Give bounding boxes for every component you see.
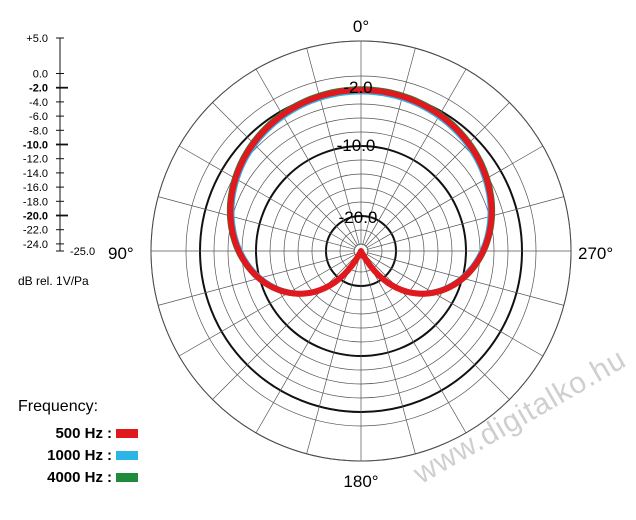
scale-tick-label: -14.0 <box>23 168 48 180</box>
legend-swatch-red <box>116 428 138 438</box>
scale-tick-label: -16.0 <box>23 182 48 194</box>
grid-spoke <box>366 196 564 250</box>
grid-spoke <box>212 254 358 400</box>
scale-tick-label: -20.0 <box>23 211 48 223</box>
legend-title: Frequency: <box>18 398 99 415</box>
grid-spoke <box>255 68 359 246</box>
legend-label: 4000 Hz <box>47 468 103 486</box>
db-scale: +5.0 0.0 -2.0 -4.0 -6.0 -8.0 -10.0 -12.0 -14.0 -1… <box>23 33 95 258</box>
grid-spoke <box>178 145 356 249</box>
scale-tick-label: -8.0 <box>29 125 48 137</box>
unit-label: dB rel. 1V/Pa <box>18 274 89 288</box>
legend-item-4000hz: 4000 Hz: <box>18 466 138 488</box>
scale-tick-label: -18.0 <box>23 196 48 208</box>
ring-label: -20.0 <box>339 208 378 227</box>
legend-item-1000hz: 1000 Hz: <box>18 444 138 466</box>
grid-spoke <box>362 48 416 246</box>
angle-label-270: 270° <box>578 244 613 263</box>
grid-spoke <box>363 256 467 434</box>
grid-spoke <box>363 68 467 246</box>
scale-tick-label: -10.0 <box>23 140 48 152</box>
angle-label-90: 90° <box>108 244 134 263</box>
scale-tick-label: +5.0 <box>26 33 48 45</box>
scale-tick-label: -2.0 <box>29 83 48 95</box>
ring-label: -10.0 <box>337 136 376 155</box>
scale-tick-label: -22.0 <box>23 225 48 237</box>
grid-spoke <box>364 102 510 248</box>
legend: Frequency: 500 Hz: 1000 Hz: 4000 Hz: <box>18 398 138 488</box>
scale-tick-label: -24.0 <box>23 239 48 251</box>
grid-spoke <box>306 256 360 454</box>
polar-curves <box>226 86 496 297</box>
angle-label-0: 0° <box>353 17 369 36</box>
grid-spoke <box>212 102 358 248</box>
scale-min-label: -25.0 <box>70 246 95 258</box>
scale-tick-label: -4.0 <box>29 97 48 109</box>
grid-spoke <box>158 196 356 250</box>
legend-label: 1000 Hz <box>47 446 103 464</box>
scale-tick-label: -6.0 <box>29 111 48 123</box>
grid-spoke <box>364 254 510 400</box>
angle-label-180: 180° <box>343 472 378 491</box>
ring-label: -2.0 <box>343 78 372 97</box>
grid-spoke <box>362 256 416 454</box>
legend-swatch-green <box>116 472 138 482</box>
curve-500hz <box>227 87 495 297</box>
legend-label: 500 Hz <box>55 424 103 442</box>
scale-tick-label: 0.0 <box>33 69 48 81</box>
legend-swatch-blue <box>116 450 138 460</box>
grid-spoke <box>255 256 359 434</box>
grid-spoke <box>366 145 544 249</box>
legend-item-500hz: 500 Hz: <box>18 422 138 444</box>
scale-tick-label: -12.0 <box>23 154 48 166</box>
grid-spoke <box>366 253 544 357</box>
grid-spoke <box>178 253 356 357</box>
grid-spoke <box>306 48 360 246</box>
